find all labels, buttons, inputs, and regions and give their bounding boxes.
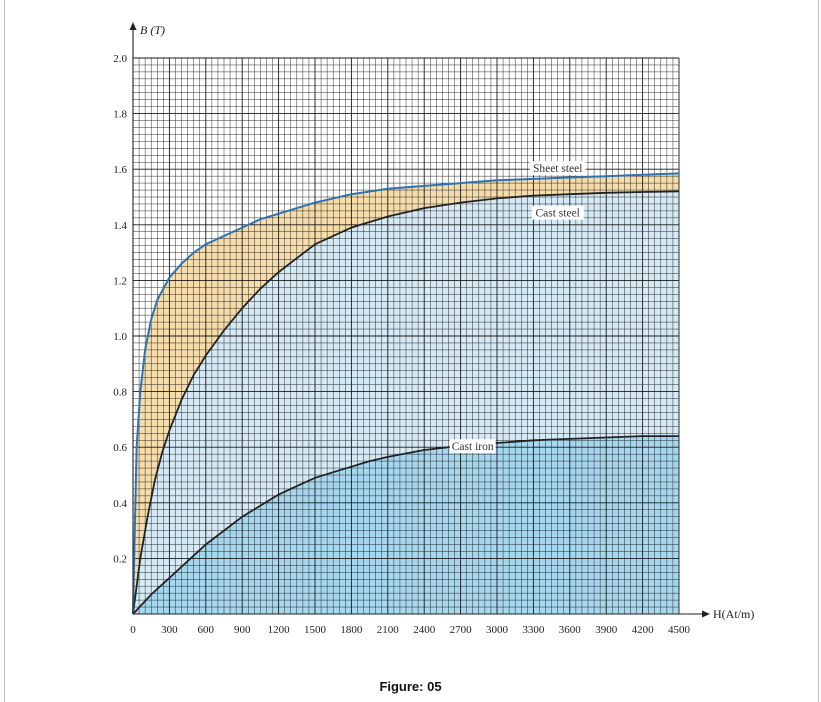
x-tick-label: 1500 [304, 624, 327, 636]
sheet-steel-label: Sheet steel [533, 163, 583, 175]
figure-caption: Figure: 05 [379, 679, 442, 694]
y-tick-label: 0.4 [113, 498, 127, 510]
x-tick-label: 3300 [522, 624, 545, 636]
cast-steel-label-bg [531, 205, 584, 220]
x-tick-label: 3000 [486, 624, 509, 636]
y-tick-label: 2.0 [113, 53, 127, 65]
y-tick-label: 0.6 [113, 442, 127, 454]
sheet-steel-curve [132, 172, 680, 615]
x-tick-label: 3600 [559, 624, 582, 636]
x-tick-label: 900 [234, 624, 251, 636]
x-tick-label: 0 [130, 624, 136, 636]
chart-axes: B (T) H(At/m) [129, 22, 754, 621]
x-tick-label: 4200 [632, 624, 655, 636]
bh-curves [132, 172, 680, 615]
page-frame [4, 0, 819, 702]
x-tick-label: 4500 [668, 624, 691, 636]
sheet-steel-label-bg [529, 161, 586, 176]
x-tick-label: 2400 [413, 624, 436, 636]
x-tick-label: 3900 [595, 624, 618, 636]
cast-iron-label-bg [449, 439, 496, 454]
x-tick-label: 600 [198, 624, 215, 636]
tick-labels: 0 300 600 900 1200 1500 1800 2100 2400 2700 3000 33… [113, 53, 690, 636]
y-axis-arrow [129, 22, 137, 30]
x-axis-arrow [702, 610, 710, 618]
cast-steel-curve [132, 190, 680, 615]
y-tick-label: 0.2 [113, 553, 127, 565]
x-tick-label: 1200 [268, 624, 291, 636]
cast-iron-curve [132, 435, 679, 615]
y-tick-label: 1.2 [113, 275, 127, 287]
y-tick-label: 0.8 [113, 387, 127, 399]
cast-iron-label: Cast iron [452, 441, 494, 453]
x-tick-label: 2100 [377, 624, 400, 636]
y-tick-label: 1.6 [113, 164, 127, 176]
x-tick-label: 2700 [450, 624, 473, 636]
curve-labels: Sheet steel Cast steel Cast iron [449, 161, 586, 454]
y-tick-label: 1.4 [113, 220, 127, 232]
y-tick-label: 1.0 [113, 331, 127, 343]
x-axis-title: H(At/m) [713, 607, 754, 621]
cast-steel-label: Cast steel [535, 208, 579, 220]
y-axis-title: B (T) [140, 23, 165, 37]
x-tick-label: 300 [161, 624, 178, 636]
chart-grid [132, 57, 680, 615]
x-tick-label: 1800 [340, 624, 363, 636]
y-tick-label: 1.8 [113, 109, 127, 121]
